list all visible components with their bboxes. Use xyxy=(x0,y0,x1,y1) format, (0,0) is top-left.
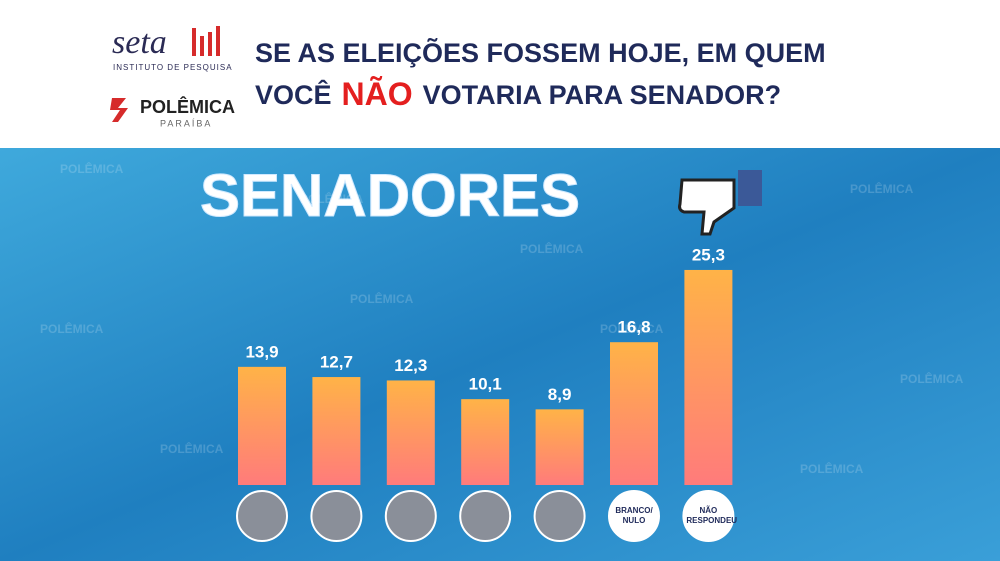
watermark: POLÊMICA xyxy=(520,241,584,256)
bar xyxy=(461,399,510,485)
logo-icon xyxy=(200,36,204,56)
value-label: 13,9 xyxy=(245,342,278,361)
title-part: VOCÊ xyxy=(255,79,332,110)
value-label: 16,8 xyxy=(617,318,650,337)
watermark: POLÊMICA xyxy=(350,291,414,306)
candidate-photo xyxy=(459,490,512,542)
title-emphasis: NÃO xyxy=(342,76,413,112)
header-bg xyxy=(0,0,1000,148)
chart-title: SE AS ELEIÇÕES FOSSEM HOJE, EM QUEM xyxy=(255,37,826,68)
heading: SENADORES xyxy=(200,162,580,229)
watermark: POLÊMICA xyxy=(800,461,864,476)
partner-subtitle: PARAÍBA xyxy=(160,118,212,128)
watermark: POLÊMICA xyxy=(900,371,964,386)
bar xyxy=(238,366,286,485)
logo: seta xyxy=(112,24,167,61)
watermark: POLÊMICA xyxy=(850,181,914,196)
partner-icon xyxy=(110,98,128,122)
watermark: POLÊMICA xyxy=(600,321,664,336)
logo-subtitle: INSTITUTO DE PESQUISA xyxy=(113,63,233,72)
chart-bg xyxy=(0,148,1000,561)
value-label: 12,3 xyxy=(394,356,427,375)
candidate-photo xyxy=(236,490,288,542)
bar xyxy=(684,269,733,485)
bar xyxy=(610,342,658,485)
logo-icon xyxy=(208,32,212,56)
value-label: 10,1 xyxy=(469,375,502,394)
x-tick-label: BRANCO/ NULO xyxy=(615,506,653,525)
candidate-photo xyxy=(384,490,437,542)
thumbs-down-icon xyxy=(678,170,762,236)
logo-icon xyxy=(216,26,220,56)
value-label: 12,7 xyxy=(320,353,353,372)
title-part: VOTARIA PARA SENADOR? xyxy=(423,80,782,110)
watermark: POLÊMICA xyxy=(40,321,104,336)
bar xyxy=(312,377,361,485)
chart-title: VOCÊ NÃO VOTARIA PARA SENADOR? xyxy=(255,76,781,112)
watermark: POLÊMICA xyxy=(160,441,224,456)
candidate-photo xyxy=(310,490,363,542)
category-badge xyxy=(608,490,660,542)
value-label: 25,3 xyxy=(692,245,725,264)
category-badge xyxy=(682,490,735,542)
watermark: POLÊMICA xyxy=(60,161,124,176)
x-tick-label: NÃO RESPONDEU xyxy=(686,506,738,525)
logo-icon xyxy=(192,28,196,56)
watermark: POLÊMICA xyxy=(300,191,364,206)
partner-logo: POLÊMICA xyxy=(140,96,235,117)
bar xyxy=(535,409,584,485)
bar xyxy=(386,380,435,485)
candidate-photo xyxy=(533,490,586,542)
value-label: 8,9 xyxy=(548,385,572,404)
